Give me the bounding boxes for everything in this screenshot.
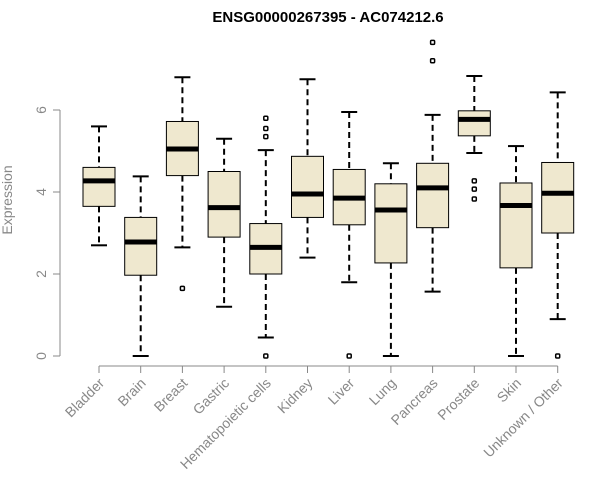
- outlier-point: [263, 353, 269, 359]
- iqr-box: [457, 110, 491, 137]
- y-tick-label: 4: [33, 188, 49, 196]
- y-tick-label: 0: [33, 352, 49, 360]
- x-tick-label: Prostate: [434, 375, 482, 423]
- iqr-box: [374, 183, 408, 264]
- box-skin: [499, 145, 533, 357]
- y-tick-label: 6: [33, 106, 49, 114]
- iqr-box: [207, 171, 241, 238]
- iqr-box: [124, 216, 158, 276]
- y-axis-label: Expression: [0, 165, 15, 234]
- x-tick-label: Brain: [114, 375, 148, 409]
- box-lung: [374, 162, 408, 357]
- outlier-point: [429, 39, 436, 46]
- chart-title: ENSG00000267395 - AC074212.6: [212, 9, 443, 26]
- outlier-point: [471, 196, 478, 202]
- box-brain: [124, 175, 158, 357]
- x-tick-label: Breast: [151, 375, 191, 415]
- outlier-point: [263, 125, 269, 132]
- box-prostate: [457, 74, 491, 202]
- iqr-box: [541, 161, 575, 234]
- iqr-box: [291, 155, 324, 218]
- box-bladder: [82, 125, 116, 247]
- x-tick-label: Unknown / Other: [480, 375, 566, 461]
- box-breast: [165, 76, 199, 292]
- x-tick-label: Liver: [325, 375, 358, 408]
- box-series: [82, 39, 575, 359]
- x-tick-label: Kidney: [274, 375, 316, 417]
- outlier-point: [346, 353, 352, 359]
- box-unknown-other: [541, 91, 575, 359]
- outlier-point: [471, 186, 478, 192]
- outlier-point: [179, 285, 186, 292]
- iqr-box: [416, 162, 450, 229]
- iqr-box: [82, 166, 116, 207]
- outlier-point: [554, 353, 561, 359]
- outlier-point: [263, 115, 269, 121]
- outlier-point: [263, 133, 269, 140]
- x-tick-label: Bladder: [62, 375, 108, 421]
- y-axis: 0 2 4 6: [33, 106, 61, 360]
- x-tick-label: Lung: [366, 375, 399, 408]
- box-hematopoietic-cells: [249, 115, 283, 359]
- box-gastric: [207, 137, 241, 308]
- x-tick-label: Skin: [494, 375, 525, 406]
- y-tick-label: 2: [33, 270, 49, 278]
- iqr-box: [499, 182, 533, 269]
- box-kidney: [291, 78, 324, 259]
- outlier-point: [471, 178, 478, 184]
- box-liver: [332, 111, 366, 359]
- box-pancreas: [416, 39, 450, 293]
- outlier-point: [429, 58, 436, 64]
